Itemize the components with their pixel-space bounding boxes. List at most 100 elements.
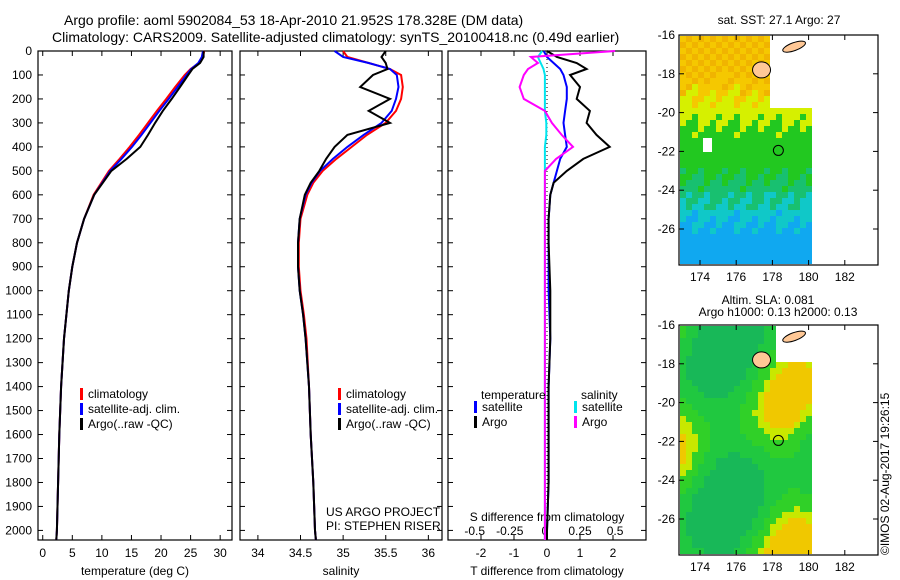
project-annotation: US ARGO PROJECT (326, 505, 441, 519)
map-pixel (764, 494, 770, 500)
map-pixel (782, 518, 788, 524)
map-pixel (782, 162, 788, 168)
map-pixel (698, 228, 704, 234)
map-pixel (740, 240, 746, 246)
map-pixel (722, 458, 728, 464)
map-pixel (704, 102, 710, 108)
map-pixel (686, 174, 692, 180)
map-pixel (758, 144, 764, 150)
map-pixel (698, 470, 704, 476)
map-pixel (764, 410, 770, 416)
map-pixel (716, 48, 722, 54)
map-pixel (806, 524, 812, 530)
map-pixel (800, 536, 806, 542)
map-pixel (782, 204, 788, 210)
map-pixel (752, 42, 758, 48)
map-pixel (740, 258, 746, 264)
map-pixel (770, 108, 776, 114)
map-pixel (794, 252, 800, 258)
map-y-tick-label: -26 (658, 512, 676, 526)
map-pixel (728, 476, 734, 482)
map-pixel (788, 452, 794, 458)
map-pixel (740, 374, 746, 380)
map-pixel (746, 102, 752, 108)
map-pixel (734, 356, 740, 362)
map-pixel (728, 440, 734, 446)
map-pixel (698, 440, 704, 446)
sla-map-subtitle: Argo h1000: 0.13 h2000: 0.13 (699, 305, 858, 319)
map-pixel (734, 168, 740, 174)
map-pixel (716, 210, 722, 216)
map-pixel (704, 464, 710, 470)
map-pixel (710, 362, 716, 368)
map-pixel (794, 156, 800, 162)
map-pixel (686, 132, 692, 138)
map-pixel (752, 482, 758, 488)
map-pixel (788, 368, 794, 374)
map-pixel (794, 150, 800, 156)
map-pixel (698, 374, 704, 380)
map-pixel (806, 434, 812, 440)
map-pixel (722, 162, 728, 168)
map-pixel (734, 344, 740, 350)
map-pixel (758, 132, 764, 138)
map-pixel (752, 536, 758, 542)
map-pixel (746, 174, 752, 180)
legend-swatch (80, 418, 83, 430)
map-pixel (692, 174, 698, 180)
map-pixel (770, 350, 776, 356)
map-pixel (800, 168, 806, 174)
map-pixel (728, 392, 734, 398)
map-pixel (764, 368, 770, 374)
map-pixel (698, 386, 704, 392)
map-pixel (794, 500, 800, 506)
map-pixel (806, 252, 812, 258)
map-pixel (680, 440, 686, 446)
map-pixel (758, 530, 764, 536)
map-pixel (788, 162, 794, 168)
map-pixel (740, 186, 746, 192)
map-pixel (806, 422, 812, 428)
map-pixel (794, 168, 800, 174)
map-pixel (776, 108, 782, 114)
map-pixel (698, 198, 704, 204)
map-pixel (758, 506, 764, 512)
x-tick-label: 30 (213, 546, 227, 560)
map-pixel (686, 252, 692, 258)
map-pixel (770, 132, 776, 138)
map-pixel (692, 548, 698, 554)
map-pixel (698, 350, 704, 356)
map-pixel (734, 332, 740, 338)
map-pixel (722, 78, 728, 84)
map-pixel (704, 434, 710, 440)
map-pixel (686, 476, 692, 482)
map-pixel (692, 470, 698, 476)
map-pixel (758, 252, 764, 258)
map-pixel (770, 156, 776, 162)
map-pixel (740, 380, 746, 386)
map-pixel (692, 84, 698, 90)
map-pixel (746, 180, 752, 186)
map-pixel (710, 102, 716, 108)
map-pixel (764, 440, 770, 446)
map-pixel (806, 374, 812, 380)
map-pixel (704, 198, 710, 204)
map-pixel (782, 416, 788, 422)
map-pixel (764, 476, 770, 482)
map-pixel (770, 362, 776, 368)
map-x-tick-label: 180 (799, 560, 819, 574)
map-pixel (806, 120, 812, 126)
map-pixel (782, 120, 788, 126)
map-pixel (680, 518, 686, 524)
y-tick-label: 400 (12, 140, 32, 154)
map-pixel (746, 204, 752, 210)
map-pixel (710, 356, 716, 362)
map-pixel (752, 524, 758, 530)
map-pixel (734, 452, 740, 458)
map-pixel (704, 542, 710, 548)
map-pixel (758, 36, 764, 42)
map-pixel (710, 332, 716, 338)
map-pixel (692, 168, 698, 174)
map-pixel (698, 102, 704, 108)
map-pixel (740, 500, 746, 506)
